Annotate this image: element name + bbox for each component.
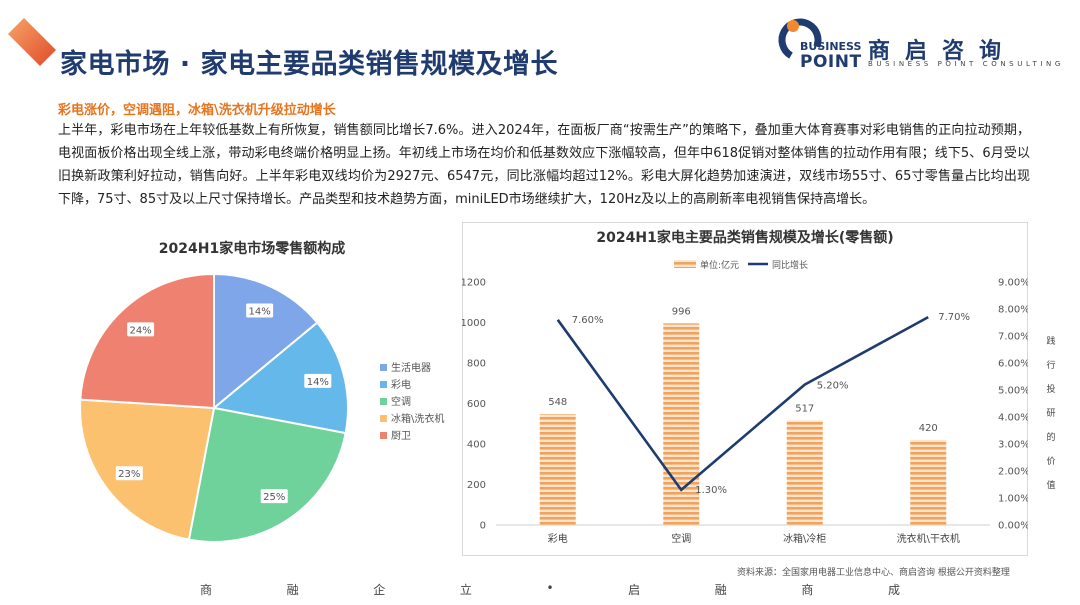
y-left-tick-label: 1200	[462, 278, 486, 289]
y-left-tick-label: 1000	[462, 318, 486, 329]
footer-char: 立	[459, 583, 472, 597]
y-right-tick-label: 9.00%	[998, 278, 1028, 289]
legend-swatch	[380, 381, 387, 388]
y-right-tick-label: 3.00%	[998, 440, 1028, 451]
corner-diamond-decoration	[8, 18, 56, 66]
pie-label-box	[259, 488, 289, 505]
pie-data-label: 24%	[129, 325, 151, 336]
y-right-tick-label: 5.00%	[998, 386, 1028, 397]
y-right-tick-label: 4.00%	[998, 413, 1028, 424]
y-right-tick-label: 6.00%	[998, 359, 1028, 370]
pie-slice	[79, 398, 216, 541]
pie-label-box	[245, 302, 275, 319]
footer-char: •	[546, 581, 554, 595]
growth-line	[556, 315, 929, 492]
y-left-tick-label: 400	[467, 440, 486, 451]
legend-label: 生活电器	[391, 361, 431, 374]
summary-headline: 彩电涨价，空调遇阻，冰箱\洗衣机升级拉动增长	[58, 103, 336, 118]
pie-data-label: 25%	[263, 492, 285, 503]
footer-char: 商	[200, 583, 213, 597]
source-note: 资料来源：全国家用电器工业信息中心、商启咨询 根据公开资料整理	[737, 568, 1010, 578]
legend-swatch	[380, 432, 387, 439]
legend-label-line: 同比增长	[772, 259, 808, 271]
pie-data-label: 23%	[118, 469, 140, 480]
pie-slice	[79, 272, 215, 410]
logo-english-line2: POINT	[800, 52, 862, 72]
footer-char: 商	[801, 583, 814, 597]
y-right-tick-label: 8.00%	[998, 305, 1028, 316]
footer-slogan: 商 融 企 立 • 启 融 商 成	[200, 581, 900, 598]
summary-body: 上半年，彩电市场在上年较低基数上有所恢复，销售额同比增长7.6%。进入2024年…	[58, 123, 1030, 207]
side-note-char: 的	[1046, 433, 1056, 443]
page-title: 家电市场 · 家电主要品类销售规模及增长	[60, 49, 559, 80]
side-note-char: 值	[1046, 481, 1056, 491]
bar-data-label: 548	[548, 397, 567, 408]
logo-english-line1: BUSINESS	[800, 40, 862, 53]
bar	[786, 420, 823, 525]
combo-chart-title: 2024H1家电主要品类销售规模及增长(零售额)	[596, 229, 893, 246]
y-right-tick-label: 7.00%	[998, 332, 1028, 343]
y-left-tick-label: 800	[467, 359, 486, 370]
logo-ring-icon	[778, 18, 822, 62]
pie-slice	[213, 272, 319, 411]
pie-chart: 2024H1家电市场零售额构成 14% 14% 25% 23% 24% 生活电器彩电空调…	[79, 240, 444, 543]
legend-swatch-bar	[674, 260, 696, 268]
legend-label: 彩电	[391, 378, 411, 391]
footer-char: 融	[286, 583, 299, 597]
footer-char: 成	[887, 583, 900, 597]
legend-label: 空调	[391, 395, 411, 408]
side-note-char: 价	[1046, 457, 1056, 467]
x-tick-label: 彩电	[548, 532, 568, 545]
logo-chinese-name: 商启咨询	[868, 39, 1017, 64]
combo-chart: 2024H1家电主要品类销售规模及增长(零售额) 单位:亿元 同比增长 0 200 4…	[462, 229, 1028, 545]
pie-label-box	[126, 321, 156, 338]
y-left-tick-label: 200	[467, 480, 486, 491]
bar	[539, 414, 576, 525]
y-right-tick-label: 1.00%	[998, 494, 1028, 505]
logo-subtitle: BUSINESS POINT CONSULTING	[868, 60, 1064, 68]
side-note-char: 行	[1046, 361, 1056, 371]
pie-label-box	[303, 372, 333, 389]
line-data-label: 1.30%	[695, 485, 727, 496]
y-right-tick-label: 0.00%	[998, 521, 1028, 532]
side-note-char: 践	[1046, 337, 1056, 347]
footer-char: 企	[373, 583, 386, 597]
y-left-tick-label: 0	[480, 521, 486, 532]
bar-data-label: 996	[672, 306, 691, 317]
legend-label: 厨卫	[391, 430, 411, 442]
line-data-label: 7.60%	[572, 315, 604, 326]
bar-data-label: 517	[795, 403, 814, 414]
legend-swatch	[380, 364, 387, 371]
bar	[910, 439, 947, 525]
y-left-tick-label: 600	[467, 399, 486, 410]
x-tick-label: 洗衣机\干衣机	[897, 532, 960, 545]
pie-data-label: 14%	[307, 377, 329, 388]
legend-label: 冰箱\洗衣机	[391, 412, 444, 425]
combo-chart-frame	[462, 222, 1028, 556]
side-note-char: 研	[1046, 409, 1056, 419]
pie-label-box	[114, 465, 144, 482]
footer-char: 启	[628, 583, 641, 597]
footer-char: 融	[714, 583, 727, 597]
pie-chart-title: 2024H1家电市场零售额构成	[159, 240, 345, 257]
line-data-label: 5.20%	[817, 381, 849, 392]
x-tick-label: 空调	[671, 532, 691, 545]
bar-data-label: 420	[919, 423, 938, 434]
legend-label-bar: 单位:亿元	[700, 259, 739, 271]
pie-data-label: 14%	[249, 307, 271, 318]
legend-swatch	[380, 415, 387, 422]
side-note: 践行投研的价值	[1041, 330, 1061, 498]
bar	[663, 323, 700, 525]
brand-logo: BUSINESS POINT 商启咨询 BUSINESS POINT CONSU…	[776, 14, 1066, 76]
pie-slice	[187, 406, 347, 543]
line-data-label: 7.70%	[938, 312, 970, 323]
pie-slice	[211, 321, 349, 435]
y-right-tick-label: 2.00%	[998, 467, 1028, 478]
side-note-char: 投	[1046, 385, 1056, 395]
x-tick-label: 冰箱\冷柜	[783, 532, 826, 545]
legend-swatch	[380, 398, 387, 405]
